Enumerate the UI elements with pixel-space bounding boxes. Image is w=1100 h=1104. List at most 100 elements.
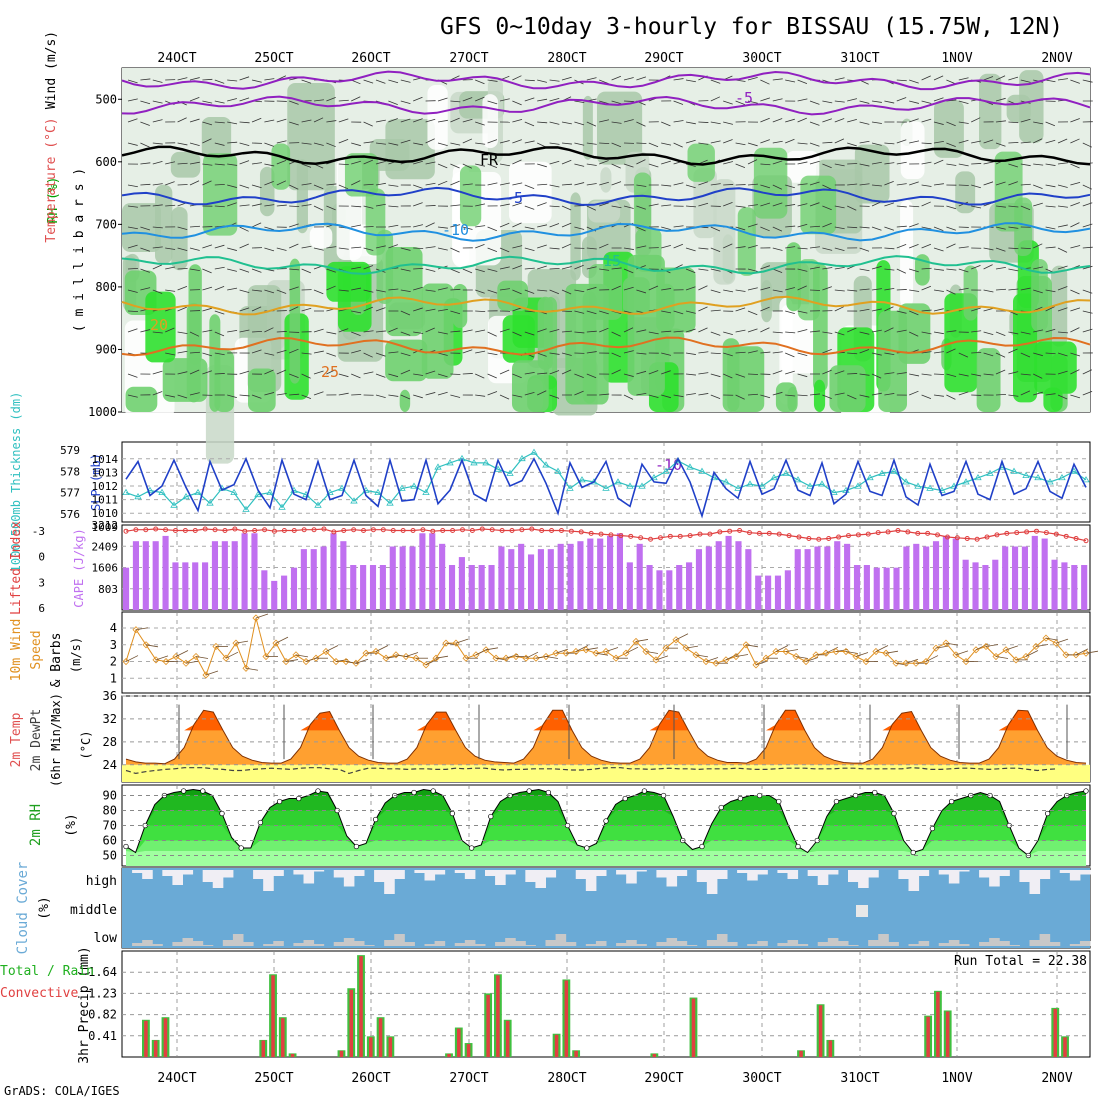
cape-bar: [785, 570, 791, 610]
cape-bar: [1042, 539, 1048, 610]
cloud-high-bar: [354, 870, 365, 876]
cape-bar: [558, 544, 564, 610]
cape-bar: [716, 541, 722, 610]
cape-bar: [1071, 565, 1077, 610]
precip-convective-bar: [369, 1037, 373, 1057]
cloud-low-bar: [626, 940, 637, 946]
cloud-low-bar: [757, 941, 768, 946]
cape-bar: [508, 549, 514, 610]
cape-bar: [656, 570, 662, 610]
top-date-label: 31OCT: [840, 51, 879, 66]
cloud-high-bar: [535, 870, 546, 888]
rh-tick: 90: [103, 789, 117, 803]
cloud-low-bar: [243, 942, 254, 946]
cloud-high-bar: [707, 870, 718, 894]
cape-bar: [1022, 546, 1028, 610]
rh-point: [354, 844, 359, 849]
wind-tick: 1: [110, 671, 117, 685]
cape-bar: [755, 576, 761, 610]
wind-barb: [215, 373, 225, 374]
rh-humid-blob: [512, 360, 549, 412]
precip-convective-bar: [164, 1018, 168, 1057]
rh-contour-blob: [171, 152, 201, 178]
run-total-label: Run Total = 22.38: [954, 954, 1087, 969]
rh-humid-blob: [290, 259, 301, 384]
slp-tick: 1014: [92, 453, 119, 466]
cape-bar: [301, 549, 307, 610]
cloud-low-bar: [505, 938, 516, 946]
upper-ylabel-temperature: Temperature (°C): [44, 117, 59, 242]
panel-frame-wind: [122, 612, 1090, 693]
cloud-high-bar: [485, 870, 496, 876]
cloud-low-bar: [334, 942, 345, 946]
cloud-high-bar: [162, 870, 173, 876]
cape-bar: [163, 536, 169, 610]
wind-barb: [178, 184, 188, 185]
bottom-date-label: 25OCT: [254, 1071, 293, 1086]
cloud-high-bar: [273, 870, 284, 876]
precip-convective-bar: [359, 956, 363, 1057]
cape-bar: [1061, 562, 1067, 610]
cloud-low-bar: [364, 945, 375, 946]
slp-tick: 1012: [92, 480, 119, 493]
cloud-high-bar: [334, 870, 345, 878]
cloud-high-bar: [263, 870, 274, 891]
cloud-high-bar: [384, 870, 395, 894]
cloud-low-bar: [777, 943, 788, 946]
rh-mid-blob: [203, 153, 237, 235]
rh-point: [777, 799, 782, 804]
cape-bar: [498, 546, 504, 610]
wind-barb: [748, 374, 758, 375]
li-tick: 6: [38, 602, 45, 615]
top-date-label: 26OCT: [351, 51, 390, 66]
cloud-low-bar: [909, 944, 920, 946]
cloud-high-bar: [858, 870, 869, 888]
cape-bar: [212, 541, 218, 610]
cape-bar: [311, 549, 317, 610]
cape-bar: [696, 549, 702, 610]
rh-point: [124, 844, 129, 849]
cape-bar: [232, 541, 238, 610]
cape-bar: [380, 565, 386, 610]
wind-barb: [413, 248, 423, 249]
precip-convective-bar: [1063, 1037, 1067, 1057]
slp-tick: 1013: [92, 466, 119, 479]
rh-point: [489, 814, 494, 819]
cloud-high-bar: [757, 870, 768, 875]
thickness-tick: 579: [60, 444, 80, 457]
precip-convective-bar: [653, 1054, 657, 1057]
wind-barb-10m: [626, 647, 638, 653]
precip-tick: 0.82: [88, 1008, 117, 1022]
rh-point: [585, 846, 590, 851]
wind-barb: [463, 373, 473, 374]
cloud-high-bar: [495, 870, 506, 885]
rh-point: [546, 790, 551, 795]
rh-mid-blob: [636, 228, 662, 272]
cloud-high-bar: [1070, 870, 1081, 881]
rh-humid-blob: [814, 380, 825, 412]
precip-convective-bar: [389, 1037, 393, 1057]
lifted-index-line: [126, 529, 1086, 541]
cape-bar: [429, 533, 435, 610]
pressure-tick: 900: [95, 342, 117, 356]
thickness-tick: 576: [60, 508, 80, 521]
cape-bar: [479, 565, 485, 610]
rh-humid-blob: [787, 387, 797, 412]
cape-tick: 803: [98, 583, 118, 596]
footer-credit: GrADS: COLA/IGES: [4, 1084, 120, 1098]
wind-tick: 2: [110, 655, 117, 669]
rh-mid-blob: [964, 266, 978, 321]
rh-point: [239, 846, 244, 851]
cape-bar: [291, 568, 297, 610]
cape-bar: [192, 562, 198, 610]
precip-convective-bar: [271, 975, 275, 1057]
precip-convective-bar: [506, 1021, 510, 1057]
cloud-low-bar: [677, 941, 688, 946]
precip-convective-bar: [692, 999, 696, 1057]
cape-bar: [1081, 565, 1087, 610]
thickness-tick: 578: [60, 465, 80, 478]
top-date-label: 30OCT: [742, 51, 781, 66]
cloud-high-bar: [172, 870, 183, 885]
